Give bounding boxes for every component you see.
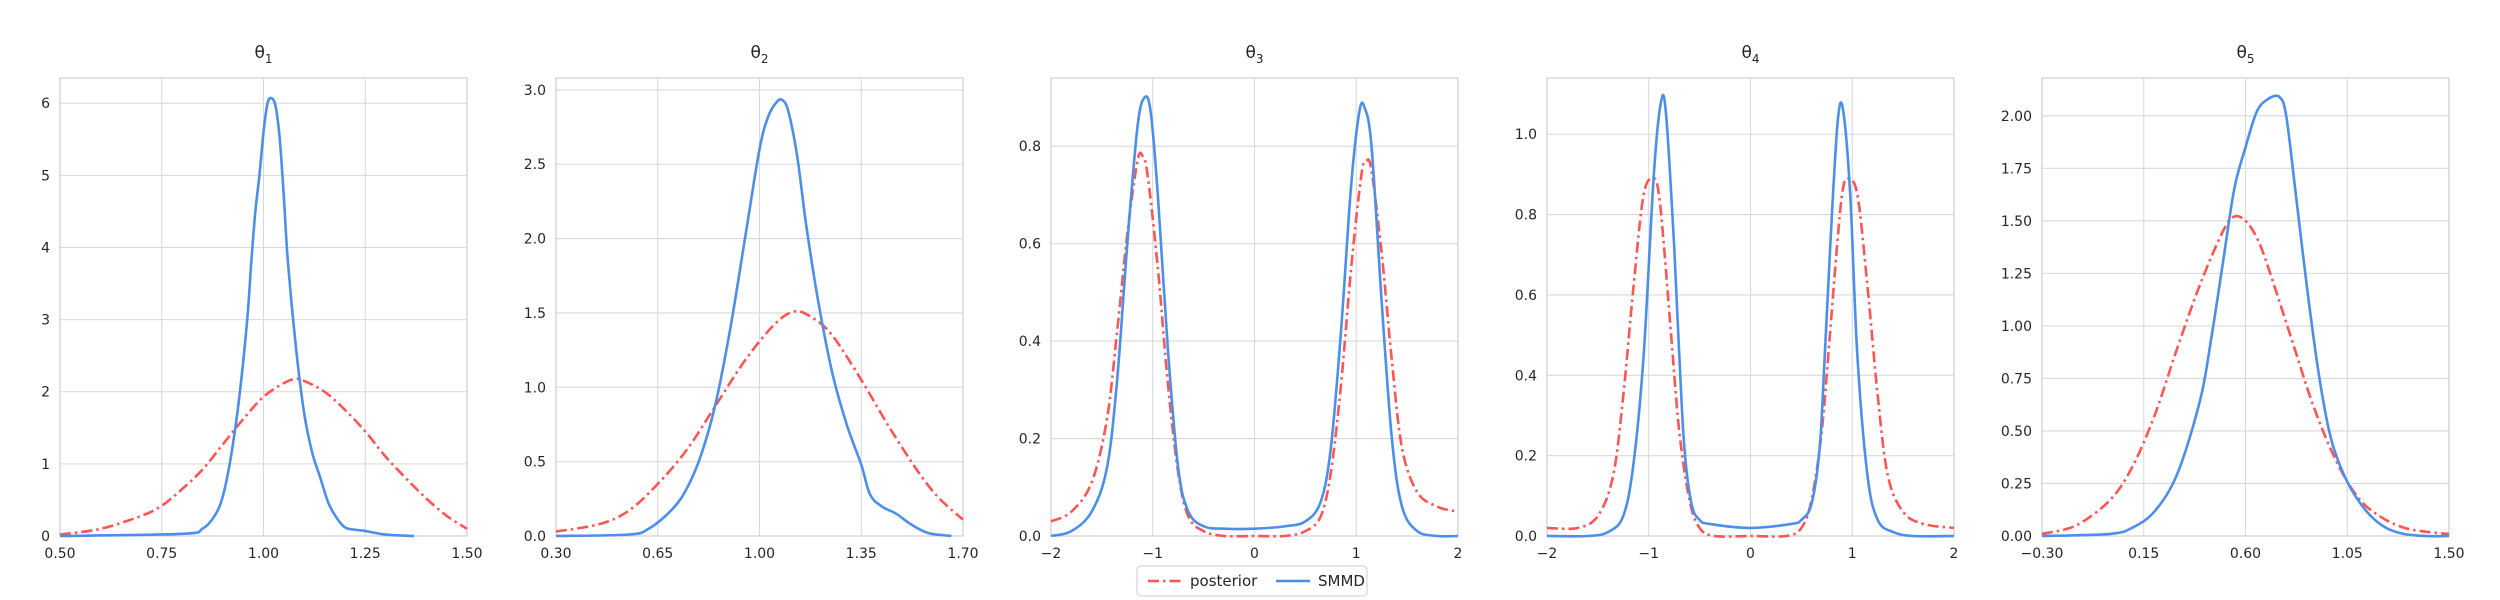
panel-title: θ5	[2236, 43, 2254, 66]
x-tick-label: −2	[1041, 546, 1062, 562]
x-tick-label: 1.50	[2433, 546, 2464, 562]
series-line-posterior	[555, 309, 964, 533]
x-tick-label: 0.60	[2230, 546, 2261, 562]
y-tick-label: 0.0	[524, 529, 546, 545]
x-tick-label: −1	[1638, 546, 1659, 562]
x-tick-label: 1	[1848, 546, 1857, 562]
y-tick-label: 0.4	[1515, 368, 1537, 384]
series-line-smmd	[555, 98, 952, 538]
x-tick-label: 2	[1950, 546, 1959, 562]
series-line-smmd	[1050, 95, 1459, 538]
y-tick-label: 1.00	[2001, 319, 2032, 335]
y-tick-label: 0	[41, 529, 50, 545]
y-tick-label: 0.2	[1019, 432, 1041, 448]
axes-frame	[1546, 77, 1955, 537]
y-tick-label: 0.8	[1515, 208, 1537, 224]
legend: posterior SMMD	[1136, 565, 1368, 597]
y-tick-label: 1.5	[524, 306, 546, 322]
y-tick-label: 0.0	[1515, 529, 1537, 545]
axes-frame	[2041, 77, 2450, 537]
x-tick-label: 0.15	[2128, 546, 2159, 562]
chart-panel-2: 0.30 0.65 1.00 1.35 1.70 0.0 0.5 1.0 1.5 2.0 2.5 3.…	[524, 43, 979, 562]
panel-title: θ4	[1741, 43, 1759, 66]
x-tick-label: 1.00	[248, 546, 279, 562]
chart-panel-3: −2 −1 0 1 2 0.0 0.2 0.4 0.6 0.8 θ3	[1019, 43, 1463, 562]
x-tick-label: 0.30	[540, 546, 571, 562]
y-tick-label: 0.5	[524, 455, 546, 471]
y-tick-label: 5	[41, 168, 50, 184]
x-tick-label: 0	[1250, 546, 1259, 562]
panel-title-subscript: 2	[761, 52, 769, 66]
x-tick-label: 0.50	[44, 546, 75, 562]
y-tick-label: 1.0	[1515, 127, 1537, 143]
x-tick-label: 1.35	[846, 546, 877, 562]
panel-title-subscript: 3	[1256, 52, 1264, 66]
y-tick-label: 2.0	[524, 232, 546, 248]
x-tick-label: 1	[1352, 546, 1361, 562]
x-tick-label: −1	[1142, 546, 1163, 562]
series-line-posterior	[2041, 214, 2450, 536]
x-tick-label: 0.65	[642, 546, 673, 562]
axes-frame	[59, 77, 468, 537]
y-tick-label: 0.4	[1019, 334, 1041, 350]
y-tick-label: 0.00	[2001, 529, 2032, 545]
y-tick-label: 4	[41, 240, 50, 256]
panel-title-symbol: θ	[1245, 43, 1255, 63]
y-tick-label: 0.50	[2001, 424, 2032, 440]
series-line-smmd	[1546, 93, 1955, 538]
x-tick-label: 1.05	[2332, 546, 2363, 562]
series-line-smmd	[59, 96, 415, 538]
y-tick-label: 0.2	[1515, 449, 1537, 465]
chart-panel-4: −2 −1 0 1 2 0.0 0.2 0.4 0.6 0.8 1.0 θ4	[1515, 43, 1959, 562]
x-tick-label: 1.70	[947, 546, 978, 562]
x-tick-label: 0.75	[146, 546, 177, 562]
y-tick-label: 2.00	[2001, 109, 2032, 125]
y-tick-label: 2.5	[524, 157, 546, 173]
panel-title-subscript: 1	[265, 52, 273, 66]
x-tick-label: 2	[1454, 546, 1463, 562]
x-tick-label: −2	[1537, 546, 1558, 562]
y-tick-label: 1.25	[2001, 266, 2032, 282]
y-tick-label: 6	[41, 96, 50, 112]
y-tick-label: 1.0	[524, 380, 546, 396]
y-tick-label: 1	[41, 457, 50, 473]
y-tick-label: 1.75	[2001, 161, 2032, 177]
y-tick-label: 3.0	[524, 83, 546, 99]
y-tick-label: 0.25	[2001, 476, 2032, 492]
axes-frame	[1050, 77, 1459, 537]
panel-title: θ2	[750, 43, 768, 66]
legend-frame	[1136, 565, 1368, 597]
panel-title-symbol: θ	[254, 43, 264, 63]
panel-title: θ1	[254, 43, 272, 66]
chart-panel-5: −0.30 0.15 0.60 1.05 1.50 0.00 0.25 0.50 0.75 1.0…	[2001, 43, 2465, 562]
panel-title-symbol: θ	[1741, 43, 1751, 63]
x-tick-label: 0	[1746, 546, 1755, 562]
legend-label-smmd: SMMD	[1318, 572, 1365, 590]
axes-frame	[555, 77, 964, 537]
legend-label-posterior: posterior	[1190, 572, 1258, 590]
y-tick-label: 3	[41, 313, 50, 329]
y-tick-label: 0.0	[1019, 529, 1041, 545]
y-tick-label: 1.50	[2001, 214, 2032, 230]
y-tick-label: 0.75	[2001, 371, 2032, 387]
panel-title-symbol: θ	[750, 43, 760, 63]
y-tick-label: 0.6	[1019, 237, 1041, 253]
series-line-posterior	[1546, 177, 1955, 538]
y-tick-label: 0.8	[1019, 139, 1041, 155]
x-tick-label: −0.30	[2021, 546, 2064, 562]
x-tick-label: 1.50	[451, 546, 482, 562]
x-tick-label: 1.00	[744, 546, 775, 562]
series-line-smmd	[2041, 94, 2450, 538]
y-tick-label: 2	[41, 385, 50, 401]
x-tick-label: 1.25	[350, 546, 381, 562]
series-line-posterior	[59, 377, 468, 536]
panel-title-subscript: 4	[1752, 52, 1760, 66]
y-tick-label: 0.6	[1515, 288, 1537, 304]
panel-title: θ3	[1245, 43, 1263, 66]
panel-title-symbol: θ	[2236, 43, 2246, 63]
panel-title-subscript: 5	[2247, 52, 2255, 66]
